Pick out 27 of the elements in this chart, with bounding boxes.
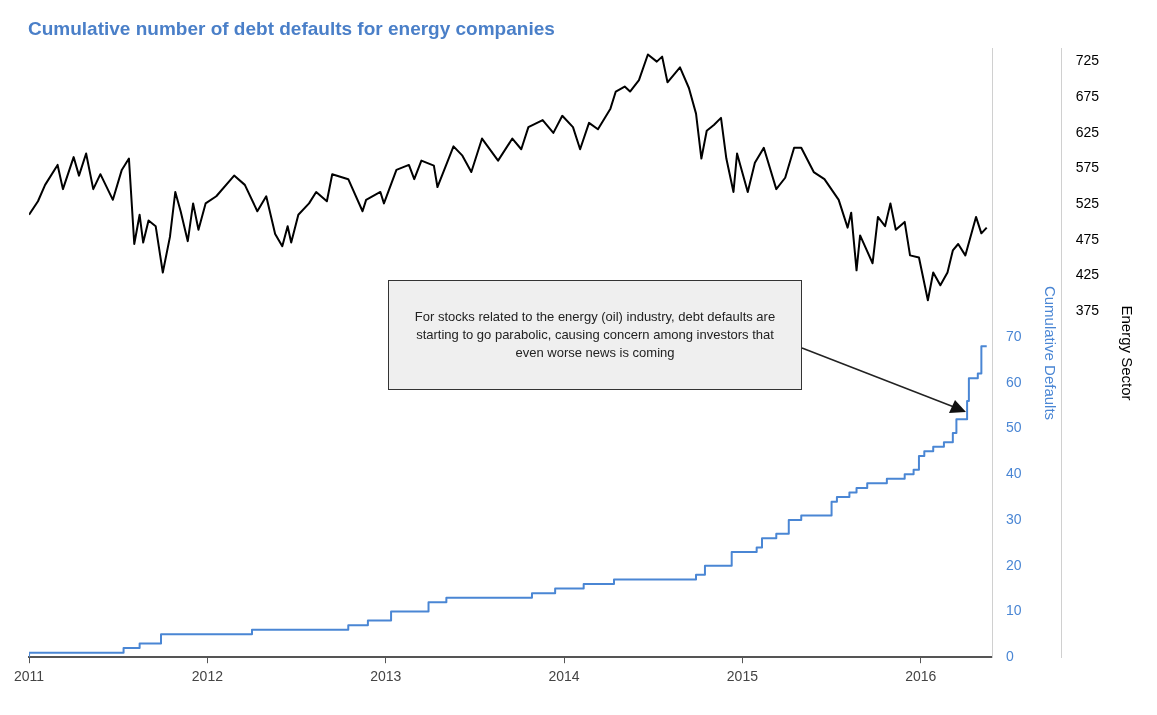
y2-tick-label: 725 xyxy=(1075,52,1100,69)
y-axis-title: Cumulative Defaults xyxy=(1041,285,1059,421)
x-tick-label: 2011 xyxy=(14,668,45,685)
x-tick-label: 2015 xyxy=(726,668,759,685)
y-tick-label: 60 xyxy=(1006,373,1022,390)
y-tick-label: 10 xyxy=(1006,602,1022,619)
x-tick-label: 2014 xyxy=(548,668,580,685)
y2-axis-title: Energy Sector xyxy=(1118,305,1136,401)
x-tick-label: 2016 xyxy=(905,668,937,685)
y-tick-label: 20 xyxy=(1006,556,1022,573)
y2-tick-label: 525 xyxy=(1075,194,1100,211)
y-tick-label: 0 xyxy=(1006,648,1015,665)
y2-tick-label: 575 xyxy=(1075,159,1100,176)
y2-tick-label: 475 xyxy=(1075,230,1100,247)
annotation: For stocks related to the energy (oil) industry, debt defaults are starting to go parabolic, causing concern among investors that even worse news is coming xyxy=(413,308,777,362)
y2-tick-label: 425 xyxy=(1075,266,1100,283)
y2-tick-label: 375 xyxy=(1075,301,1100,318)
y2-tick-label: 675 xyxy=(1075,88,1100,105)
y-tick-label: 50 xyxy=(1006,419,1022,436)
y-tick-label: 30 xyxy=(1006,510,1022,527)
y2-tick-label: 625 xyxy=(1075,123,1100,140)
y-tick-label: 70 xyxy=(1006,327,1022,344)
chart-title: Cumulative number of debt defaults for energy companies xyxy=(28,17,555,39)
x-tick-label: 2013 xyxy=(370,668,402,685)
x-tick-label: 2012 xyxy=(191,668,224,685)
y-tick-label: 40 xyxy=(1006,465,1022,482)
callout-box: For stocks related to the energy (oil) industry, debt defaults are starting to go parabolic, causing concern among investors that even worse news is coming xyxy=(388,280,802,390)
